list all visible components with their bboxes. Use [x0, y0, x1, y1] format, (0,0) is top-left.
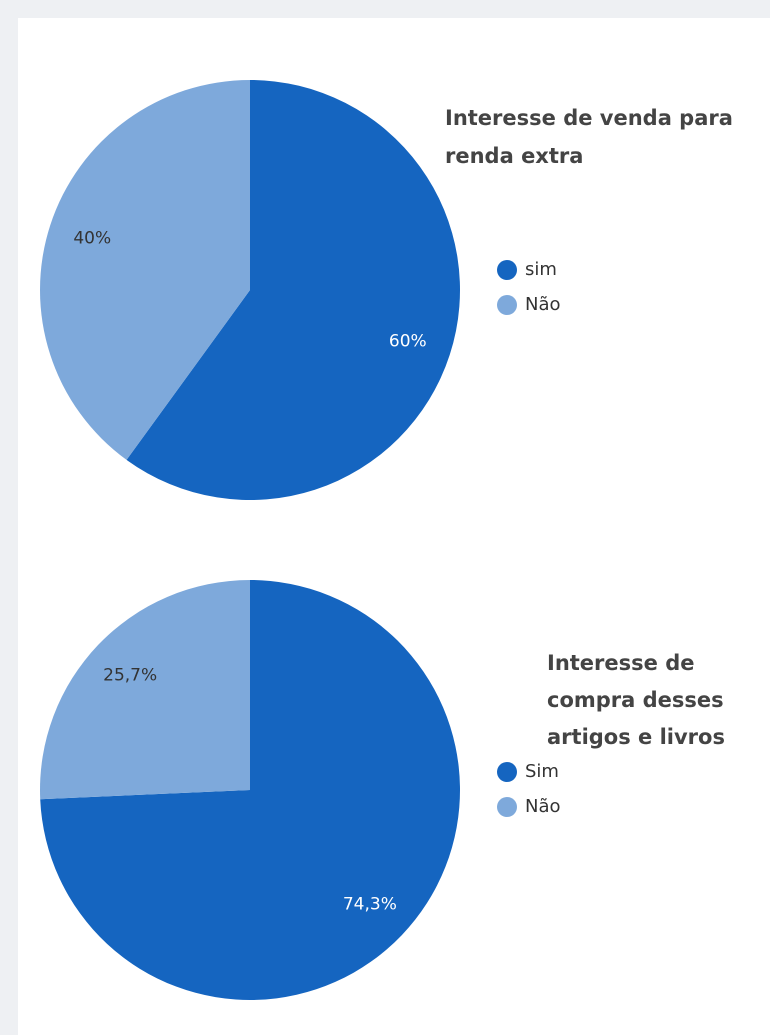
legend-label: sim [525, 259, 557, 280]
pie-slice [40, 580, 460, 1000]
legend-swatch [497, 797, 517, 817]
pie-slice [39, 580, 250, 800]
chart-title: Interesse de venda para renda extra [445, 106, 733, 168]
legend-label: Não [525, 796, 561, 817]
legend-swatch [497, 762, 517, 782]
chart-title: Interesse de compra desses artigos e liv… [547, 651, 725, 749]
pie-slice [126, 80, 461, 501]
value-label: 60% [389, 331, 427, 351]
legend-label: Não [525, 294, 561, 315]
legend-label: Sim [525, 761, 559, 782]
legend-swatch [497, 260, 517, 280]
value-label: 40% [73, 229, 111, 249]
value-label: 74,3% [343, 895, 397, 915]
legend-swatch [497, 295, 517, 315]
pie-slice [40, 80, 251, 460]
value-label: 25,7% [103, 665, 157, 685]
